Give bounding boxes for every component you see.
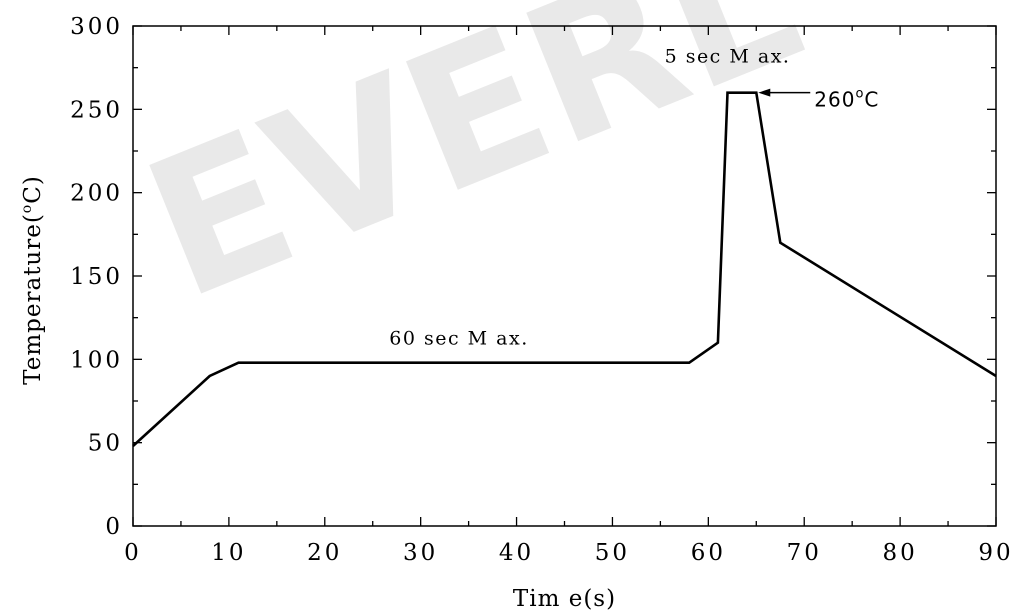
y-axis-title: Temperature(oC) — [19, 175, 46, 385]
x-tick-label: 50 — [595, 540, 630, 566]
y-tick-label: 250 — [70, 97, 123, 123]
y-axis-title-unit: C) — [20, 175, 46, 204]
y-axis-title-main: Temperature( — [20, 213, 46, 385]
x-axis-tick-labels: 0 10 20 30 40 50 60 70 80 90 — [124, 540, 1013, 566]
y-tick-label: 50 — [88, 431, 123, 457]
peak-time-annotation: 5 sec M ax. — [665, 46, 791, 68]
x-tick-label: 20 — [307, 540, 342, 566]
x-tick-label: 40 — [499, 540, 534, 566]
peak-temperature-unit: C — [864, 88, 879, 112]
x-axis-ticks — [132, 26, 997, 526]
peak-temperature-value: 260 — [814, 88, 855, 112]
y-tick-label: 0 — [105, 514, 123, 540]
y-tick-label: 200 — [70, 181, 123, 207]
temperature-profile-line — [132, 91, 997, 447]
y-tick-label: 150 — [70, 264, 123, 290]
x-tick-label: 60 — [691, 540, 726, 566]
soak-time-annotation: 60 sec M ax. — [389, 327, 528, 349]
x-tick-label: 0 — [124, 540, 142, 566]
y-axis-tick-labels: 0 50 100 150 200 250 300 — [70, 14, 123, 540]
peak-temperature-annotation: 260oC — [814, 87, 879, 112]
x-axis-title: Tim e(s) — [513, 586, 616, 612]
peak-temperature-degree: o — [855, 87, 864, 102]
x-tick-label: 80 — [882, 540, 917, 566]
y-axis-title-degree: o — [19, 204, 35, 213]
y-tick-label: 300 — [70, 14, 123, 40]
peak-temperature-arrow — [758, 88, 811, 97]
x-tick-label: 30 — [403, 540, 438, 566]
x-tick-label: 70 — [787, 540, 822, 566]
x-tick-label: 10 — [211, 540, 246, 566]
y-tick-label: 100 — [70, 347, 123, 373]
x-tick-label: 90 — [978, 540, 1013, 566]
